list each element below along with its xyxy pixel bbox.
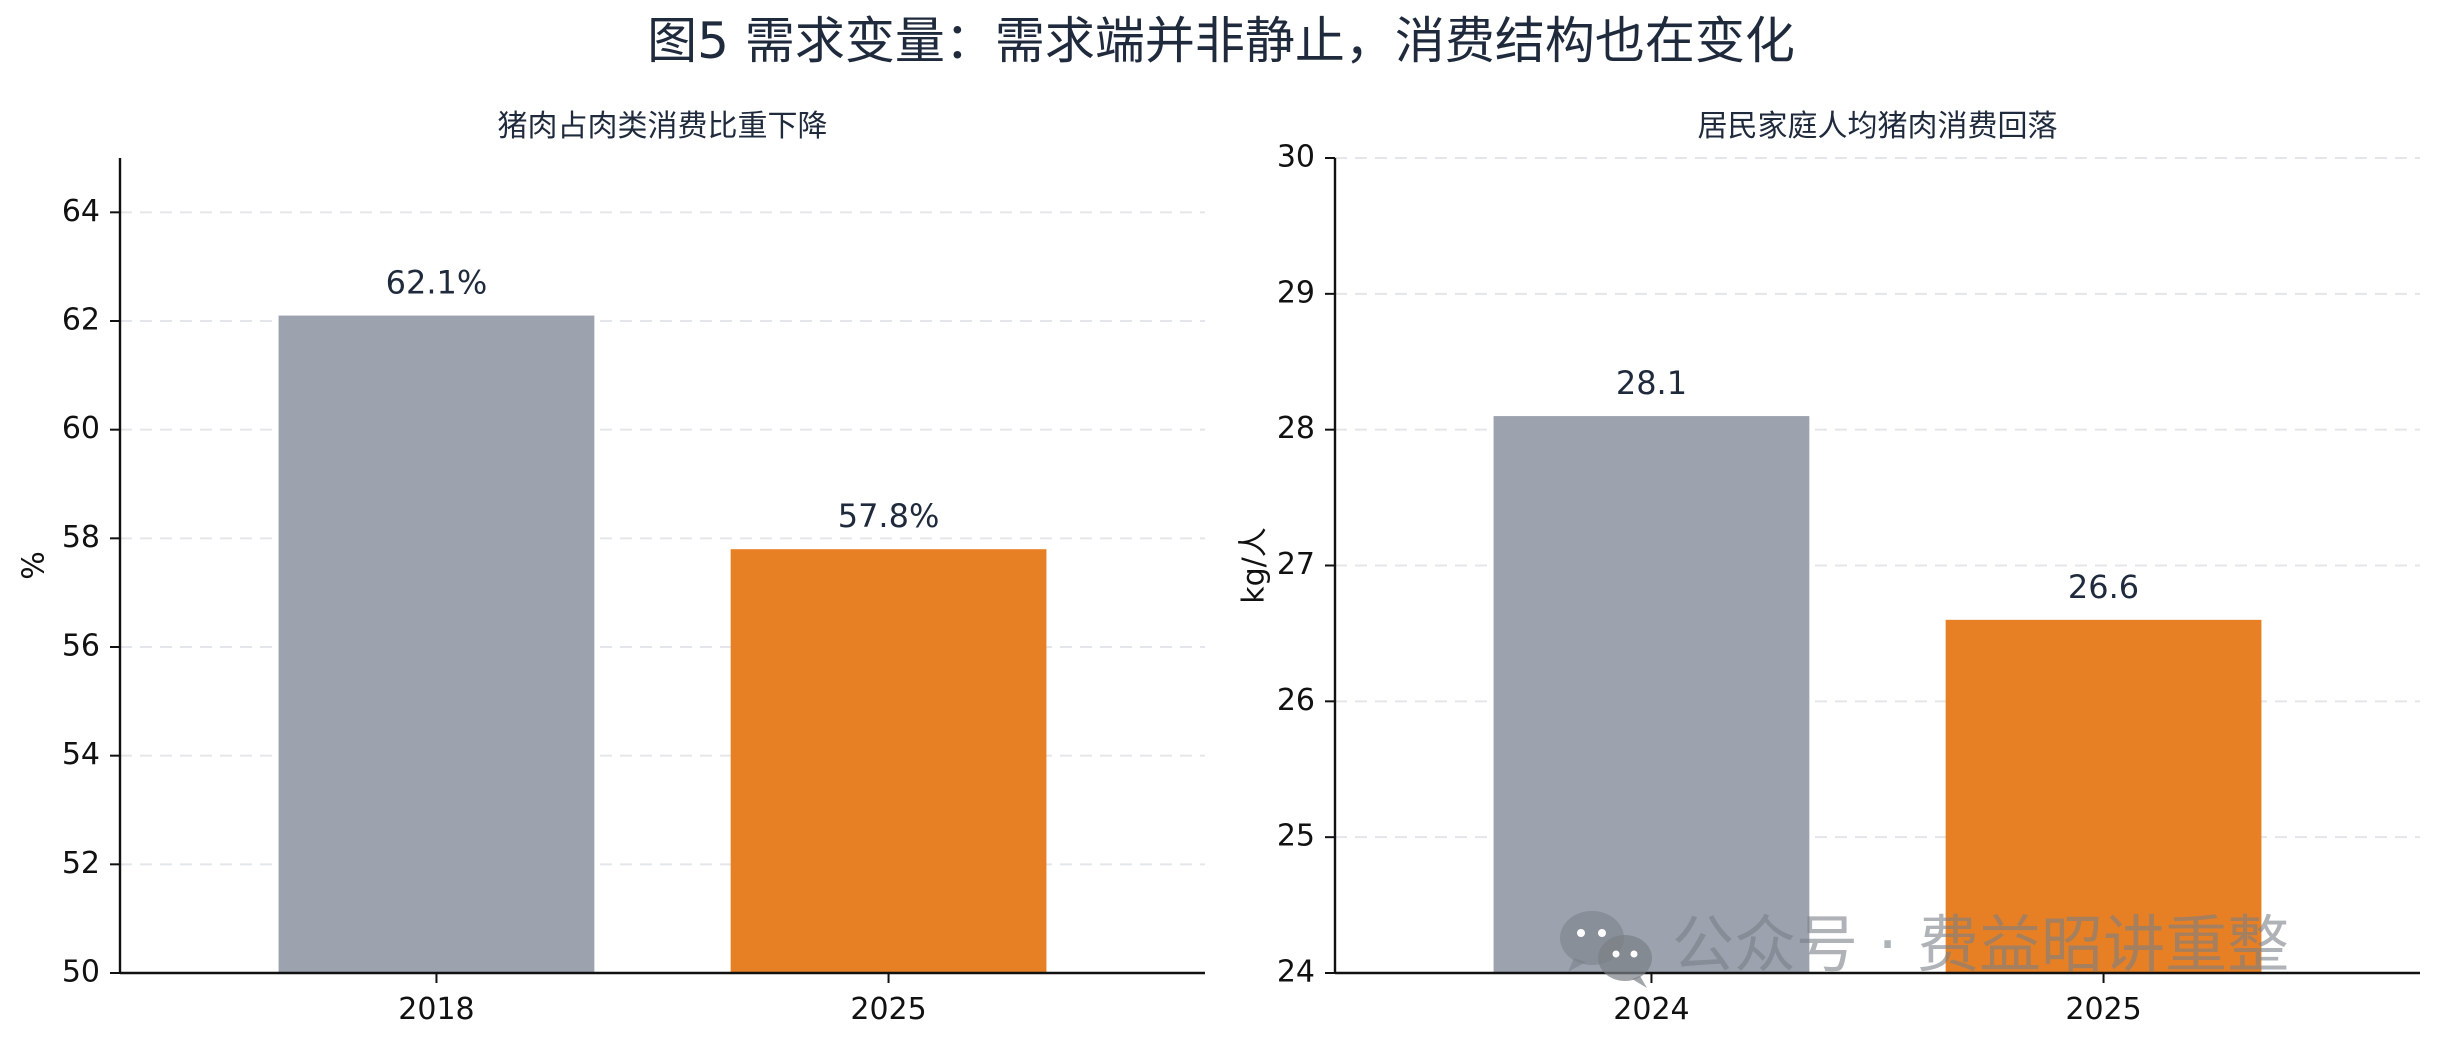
watermark-text: 公众号 · 费益昭讲重整	[1672, 908, 2289, 981]
y-tick-label: 58	[62, 520, 100, 555]
y-tick-label: 60	[62, 411, 100, 446]
y-tick-label: 28	[1277, 411, 1315, 446]
watermark: 公众号 · 费益昭讲重整	[1560, 908, 2289, 988]
y-tick-label: 62	[62, 303, 100, 338]
y-tick-label: 50	[62, 955, 100, 990]
y-axis-label: kg/人	[1237, 527, 1272, 604]
data-label: 62.1%	[386, 264, 488, 302]
figure-title: 图5 需求变量：需求端并非静止，消费结构也在变化	[647, 12, 1795, 70]
data-label: 26.6	[2068, 568, 2139, 606]
bar-2024	[1493, 416, 1810, 973]
left-chart: 猪肉占肉类消费比重下降% 62.1% 2018 57.8% 2025 50 52 54 56 58…	[17, 109, 1205, 1027]
y-tick-label: 54	[62, 737, 100, 772]
x-tick-label: 2025	[850, 992, 926, 1027]
data-label: 28.1	[1616, 364, 1687, 402]
y-axis-label: %	[17, 551, 52, 580]
bar-2018	[278, 315, 595, 974]
y-tick-label: 29	[1277, 275, 1315, 310]
data-label: 57.8%	[838, 497, 940, 535]
y-tick-label: 52	[62, 846, 100, 881]
x-tick-label: 2024	[1613, 992, 1689, 1027]
chart-title: 猪肉占肉类消费比重下降	[498, 109, 828, 144]
chart-title: 居民家庭人均猪肉消费回落	[1698, 109, 2058, 144]
x-tick-label: 2018	[398, 992, 474, 1027]
bar-2025	[1945, 619, 2262, 973]
bar-2025	[730, 549, 1047, 973]
y-tick-label: 25	[1277, 819, 1315, 854]
y-tick-label: 56	[62, 629, 100, 664]
y-tick-label: 30	[1277, 140, 1315, 175]
y-tick-label: 26	[1277, 683, 1315, 718]
y-tick-label: 24	[1277, 955, 1315, 990]
y-tick-label: 27	[1277, 547, 1315, 582]
right-chart: 居民家庭人均猪肉消费回落 kg/人 28.1 2024 26.6 2025 24 25 26 27…	[1237, 109, 2420, 1027]
y-tick-label: 64	[62, 194, 100, 229]
x-tick-label: 2025	[2065, 992, 2141, 1027]
wechat-icon	[1560, 911, 1652, 988]
